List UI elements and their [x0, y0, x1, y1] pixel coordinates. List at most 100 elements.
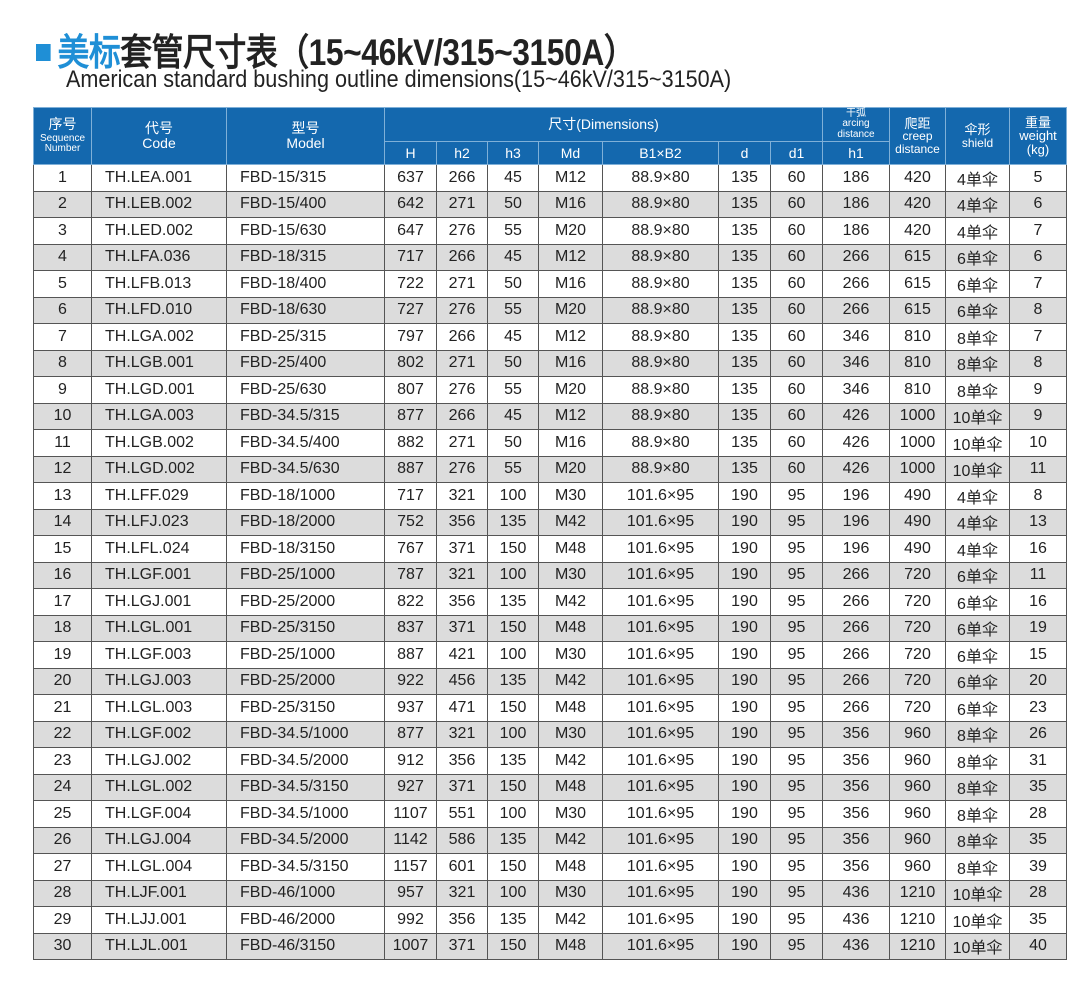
cell-H: 722 [384, 270, 437, 298]
cell-code: TH.LGF.003 [91, 641, 227, 669]
cell-creep: 720 [889, 588, 946, 616]
cell-creep: 615 [889, 243, 946, 271]
cell-h3: 150 [487, 853, 539, 881]
cell-h3: 50 [487, 190, 539, 218]
cell-weight: 23 [1009, 694, 1067, 722]
cell-B1xB2: 101.6×95 [602, 588, 719, 616]
cell-code: TH.LGL.002 [91, 773, 227, 801]
cell-weight: 31 [1009, 747, 1067, 775]
cell-h1: 346 [822, 323, 890, 351]
cell-B1xB2: 88.9×80 [602, 190, 719, 218]
cell-d1: 95 [770, 482, 823, 510]
cell-Md: M16 [538, 349, 603, 377]
cell-Md: M30 [538, 720, 603, 748]
cell-shield: 8单伞 [945, 826, 1010, 854]
cell-weight: 8 [1009, 296, 1067, 324]
table-row: 5 TH.LFB.013 FBD-18/400 722 271 50 M16 88.9×80 1… [33, 270, 1067, 298]
page-subtitle: American standard bushing outline dimens… [66, 66, 732, 93]
cell-creep: 1000 [889, 455, 946, 483]
cell-code: TH.LGL.004 [91, 853, 227, 881]
cell-shield: 4单伞 [945, 482, 1010, 510]
cell-h1: 186 [822, 164, 890, 192]
cell-B1xB2: 101.6×95 [602, 561, 719, 589]
cell-seq: 19 [33, 641, 92, 669]
cell-creep: 1000 [889, 402, 946, 430]
cell-code: TH.LFB.013 [91, 270, 227, 298]
cell-Md: M12 [538, 323, 603, 351]
cell-code: TH.LGJ.002 [91, 747, 227, 775]
cell-H: 837 [384, 614, 437, 642]
cell-model: FBD-25/630 [226, 376, 385, 404]
cell-h2: 371 [436, 614, 488, 642]
cell-weight: 9 [1009, 376, 1067, 404]
cell-B1xB2: 88.9×80 [602, 376, 719, 404]
cell-d: 190 [718, 853, 771, 881]
cell-seq: 6 [33, 296, 92, 324]
cell-weight: 20 [1009, 667, 1067, 695]
cell-model: FBD-15/630 [226, 217, 385, 245]
cell-H: 647 [384, 217, 437, 245]
cell-creep: 1210 [889, 879, 946, 907]
cell-model: FBD-25/2000 [226, 588, 385, 616]
header-sequence: 序号 Sequence Number [33, 107, 92, 165]
header-shield: 伞形 shield [945, 107, 1010, 165]
header-dimensions: 尺寸(Dimensions) [384, 107, 823, 142]
cell-h2: 421 [436, 641, 488, 669]
cell-d1: 60 [770, 190, 823, 218]
cell-d1: 60 [770, 429, 823, 457]
cell-d: 190 [718, 826, 771, 854]
table-row: 26 TH.LGJ.004 FBD-34.5/2000 1142 586 135 M42 10… [33, 826, 1067, 854]
cell-h3: 150 [487, 694, 539, 722]
cell-d: 190 [718, 773, 771, 801]
cell-h3: 50 [487, 270, 539, 298]
cell-H: 802 [384, 349, 437, 377]
cell-model: FBD-34.5/3150 [226, 853, 385, 881]
cell-h1: 356 [822, 773, 890, 801]
cell-H: 642 [384, 190, 437, 218]
cell-creep: 720 [889, 694, 946, 722]
cell-H: 797 [384, 323, 437, 351]
cell-h3: 50 [487, 349, 539, 377]
cell-model: FBD-25/1000 [226, 561, 385, 589]
cell-d: 190 [718, 641, 771, 669]
cell-h1: 196 [822, 535, 890, 563]
cell-weight: 8 [1009, 349, 1067, 377]
cell-h1: 266 [822, 588, 890, 616]
cell-H: 717 [384, 243, 437, 271]
cell-shield: 10单伞 [945, 455, 1010, 483]
cell-model: FBD-34.5/630 [226, 455, 385, 483]
cell-d: 190 [718, 614, 771, 642]
cell-h2: 276 [436, 455, 488, 483]
header-H: H [384, 141, 437, 165]
cell-shield: 6单伞 [945, 243, 1010, 271]
cell-B1xB2: 101.6×95 [602, 932, 719, 960]
cell-h1: 266 [822, 296, 890, 324]
page-title: 美标套管尺寸表（15~46kV/315~3150A） [36, 22, 636, 76]
cell-h2: 271 [436, 349, 488, 377]
cell-Md: M30 [538, 561, 603, 589]
cell-h3: 150 [487, 535, 539, 563]
cell-h2: 266 [436, 164, 488, 192]
cell-code: TH.LFJ.023 [91, 508, 227, 536]
cell-creep: 810 [889, 323, 946, 351]
cell-d: 190 [718, 879, 771, 907]
cell-d: 190 [718, 906, 771, 934]
cell-code: TH.LGA.003 [91, 402, 227, 430]
table-row: 8 TH.LGB.001 FBD-25/400 802 271 50 M16 88.9×80 1… [33, 349, 1067, 377]
cell-seq: 23 [33, 747, 92, 775]
cell-d1: 60 [770, 323, 823, 351]
cell-H: 1107 [384, 800, 437, 828]
cell-code: TH.LFA.036 [91, 243, 227, 271]
cell-H: 927 [384, 773, 437, 801]
cell-h2: 371 [436, 535, 488, 563]
cell-shield: 10单伞 [945, 906, 1010, 934]
cell-d: 135 [718, 190, 771, 218]
cell-model: FBD-25/400 [226, 349, 385, 377]
header-B1xB2: B1×B2 [602, 141, 719, 165]
header-code: 代号 Code [91, 107, 227, 165]
cell-h3: 55 [487, 376, 539, 404]
cell-H: 882 [384, 429, 437, 457]
cell-creep: 960 [889, 800, 946, 828]
cell-d: 190 [718, 482, 771, 510]
cell-code: TH.LGB.001 [91, 349, 227, 377]
